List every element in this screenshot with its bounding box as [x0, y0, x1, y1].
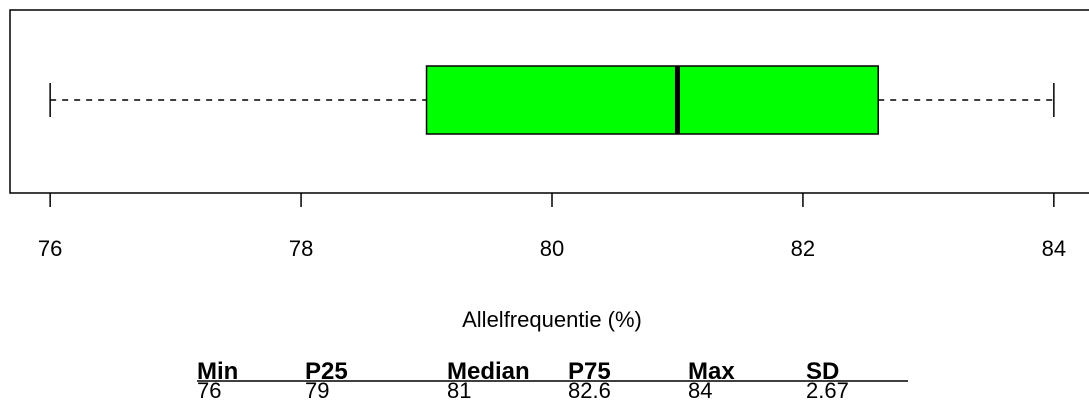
x-tick-label: 82: [791, 236, 815, 261]
table-cell: 79: [305, 378, 329, 403]
table-cell: 76: [197, 378, 221, 403]
table-cell: 81: [447, 378, 471, 403]
table-cell: 2.67: [806, 378, 849, 403]
x-axis-label: Allelfrequentie (%): [462, 307, 642, 332]
x-tick-label: 78: [289, 236, 313, 261]
x-tick-label: 76: [38, 236, 62, 261]
x-tick-label: 80: [540, 236, 564, 261]
x-tick-label: 84: [1042, 236, 1066, 261]
table-cell: 84: [688, 378, 712, 403]
table-cell: 82.6: [568, 378, 611, 403]
box: [425, 65, 879, 135]
